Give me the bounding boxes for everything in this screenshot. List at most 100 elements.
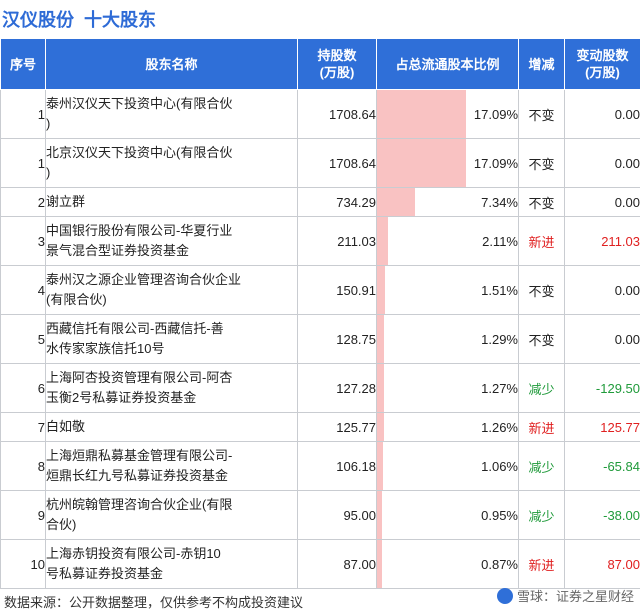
change-cell: 不变: [518, 187, 565, 217]
shares-cell: 106.18: [297, 441, 377, 491]
table-row: 6 上海阿杏投资管理有限公司-阿杏 玉衡2号私募证券投资基金 127.28 1.27%…: [0, 363, 640, 413]
delta-cell: 0.00: [564, 89, 640, 139]
table-row: 1 泰州汉仪天下投资中心(有限合伙 ) 1708.64 17.09% 不变 0.00: [0, 89, 640, 139]
shares-cell: 1708.64: [297, 89, 377, 139]
rank-cell: 3: [0, 216, 46, 266]
ratio-cell: 1.06%: [376, 441, 519, 491]
header-delta-line1: 变动股数: [576, 48, 629, 63]
ratio-text: 17.09%: [473, 106, 518, 122]
change-cell: 新进: [518, 216, 565, 266]
ratio-text: 2.11%: [482, 233, 518, 249]
table-row: 10 上海赤钥投资有限公司-赤钥10 号私募证券投资基金 87.00 0.87% 新进 8…: [0, 539, 640, 589]
change-cell: 不变: [518, 89, 565, 139]
change-cell: 减少: [518, 363, 565, 413]
delta-cell: 87.00: [564, 539, 640, 589]
rank-cell: 1: [0, 138, 46, 188]
delta-cell: 0.00: [564, 138, 640, 188]
ratio-cell: 1.51%: [376, 265, 519, 315]
shares-cell: 150.91: [297, 265, 377, 315]
shares-cell: 1708.64: [297, 138, 377, 188]
ratio-bar: [377, 139, 466, 187]
holder-name-cell: 北京汉仪天下投资中心(有限合伙 ): [45, 138, 298, 188]
ratio-text: 7.34%: [481, 194, 518, 210]
ratio-text: 1.27%: [481, 380, 518, 396]
ratio-bar: [377, 442, 383, 490]
ratio-text: 1.06%: [481, 458, 518, 474]
ratio-text: 0.87%: [481, 556, 518, 572]
holder-name-cell: 杭州皖翰管理咨询合伙企业(有限 合伙): [45, 490, 298, 540]
ratio-cell: 0.87%: [376, 539, 519, 589]
header-rank: 序号: [0, 38, 46, 90]
header-change: 增减: [518, 38, 565, 90]
ratio-bar: [377, 315, 384, 363]
delta-cell: -129.50: [564, 363, 640, 413]
change-cell: 减少: [518, 441, 565, 491]
rank-cell: 7: [0, 412, 46, 442]
header-shares-line1: 持股数: [317, 48, 357, 63]
delta-cell: 125.77: [564, 412, 640, 442]
ratio-bar: [377, 540, 382, 588]
delta-cell: 0.00: [564, 265, 640, 315]
change-cell: 新进: [518, 412, 565, 442]
ratio-cell: 1.26%: [376, 412, 519, 442]
ratio-bar: [377, 491, 382, 539]
delta-cell: -65.84: [564, 441, 640, 491]
top-holders-table: 序号 股东名称 持股数 (万股) 占总流通股本比例 增减 变动股数 (万股) 1…: [0, 38, 640, 589]
shares-cell: 211.03: [297, 216, 377, 266]
change-cell: 新进: [518, 539, 565, 589]
ratio-text: 1.29%: [481, 331, 518, 347]
shares-cell: 128.75: [297, 314, 377, 364]
delta-cell: 211.03: [564, 216, 640, 266]
ratio-bar: [377, 90, 466, 138]
header-ratio: 占总流通股本比例: [376, 38, 519, 90]
rank-cell: 5: [0, 314, 46, 364]
ratio-bar: [377, 188, 416, 216]
ratio-bar: [377, 266, 385, 314]
ratio-bar: [377, 364, 384, 412]
delta-cell: -38.00: [564, 490, 640, 540]
table-row: 3 中国银行股份有限公司-华夏行业 景气混合型证券投资基金 211.03 2.11% 新…: [0, 216, 640, 266]
rank-cell: 4: [0, 265, 46, 315]
header-shares-line2: (万股): [319, 65, 355, 80]
ratio-cell: 2.11%: [376, 216, 519, 266]
delta-cell: 0.00: [564, 314, 640, 364]
ratio-text: 1.51%: [481, 282, 518, 298]
delta-cell: 0.00: [564, 187, 640, 217]
snowball-logo-icon: [496, 587, 513, 604]
rank-cell: 2: [0, 187, 46, 217]
rank-cell: 9: [0, 490, 46, 540]
ratio-bar: [377, 217, 388, 265]
holder-name-cell: 泰州汉仪天下投资中心(有限合伙 ): [45, 89, 298, 139]
rank-cell: 8: [0, 441, 46, 491]
shares-cell: 734.29: [297, 187, 377, 217]
table-header-row: 序号 股东名称 持股数 (万股) 占总流通股本比例 增减 变动股数 (万股): [0, 38, 640, 90]
rank-cell: 1: [0, 89, 46, 139]
rank-cell: 6: [0, 363, 46, 413]
brand-credit: 雪球：证券之星财经: [496, 586, 634, 605]
ratio-bar: [377, 413, 384, 441]
data-source-note: 数据来源：公开数据整理，仅供参考不构成投资建议: [4, 595, 304, 610]
ratio-cell: 7.34%: [376, 187, 519, 217]
ratio-cell: 17.09%: [376, 89, 519, 139]
company-title: 汉仪股份: [2, 10, 74, 30]
ratio-text: 1.26%: [481, 419, 518, 435]
shares-cell: 87.00: [297, 539, 377, 589]
holder-name-cell: 谢立群: [45, 187, 298, 217]
ratio-cell: 1.29%: [376, 314, 519, 364]
table-row: 5 西藏信托有限公司-西藏信托-善 水传家家族信托10号 128.75 1.29% 不变…: [0, 314, 640, 364]
ratio-text: 0.95%: [481, 507, 518, 523]
shares-cell: 127.28: [297, 363, 377, 413]
brand-text: 雪球：证券之星财经: [516, 589, 634, 604]
header-delta: 变动股数 (万股): [564, 38, 640, 90]
change-cell: 减少: [518, 490, 565, 540]
header-shares: 持股数 (万股): [297, 38, 377, 90]
holder-name-cell: 中国银行股份有限公司-华夏行业 景气混合型证券投资基金: [45, 216, 298, 266]
ratio-text: 17.09%: [473, 155, 518, 171]
ratio-cell: 0.95%: [376, 490, 519, 540]
title-bar: 汉仪股份 十大股东: [0, 0, 640, 38]
holder-name-cell: 白如敬: [45, 412, 298, 442]
holder-name-cell: 泰州汉之源企业管理咨询合伙企业 (有限合伙): [45, 265, 298, 315]
ratio-cell: 1.27%: [376, 363, 519, 413]
table-row: 8 上海烜鼎私募基金管理有限公司- 烜鼎长红九号私募证券投资基金 106.18 1.0…: [0, 441, 640, 491]
holder-name-cell: 西藏信托有限公司-西藏信托-善 水传家家族信托10号: [45, 314, 298, 364]
